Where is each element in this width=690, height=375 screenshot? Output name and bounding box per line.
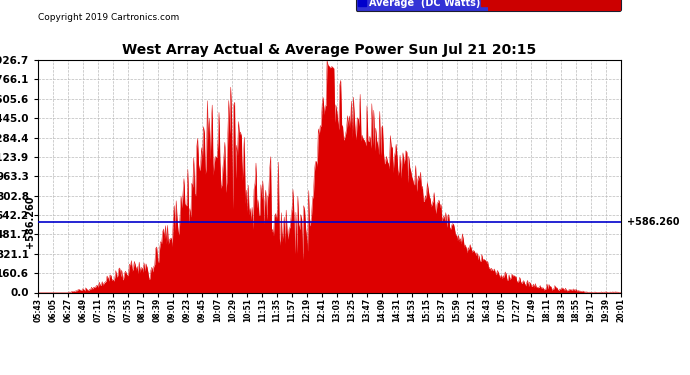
- Legend: Average  (DC Watts), West Array  (DC Watts): Average (DC Watts), West Array (DC Watts…: [355, 0, 621, 11]
- Title: West Array Actual & Average Power Sun Jul 21 20:15: West Array Actual & Average Power Sun Ju…: [122, 44, 537, 57]
- Text: +586.260: +586.260: [627, 217, 679, 227]
- Text: Copyright 2019 Cartronics.com: Copyright 2019 Cartronics.com: [38, 13, 179, 22]
